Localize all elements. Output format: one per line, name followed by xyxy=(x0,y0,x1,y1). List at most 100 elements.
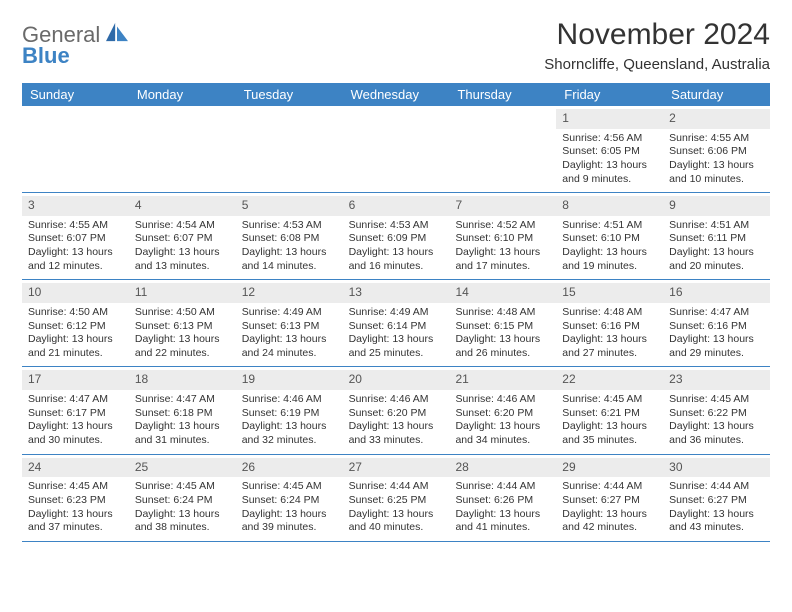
day-number: 16 xyxy=(663,283,770,303)
daylight-text: Daylight: 13 hours xyxy=(562,246,657,260)
day-cell: 10Sunrise: 4:50 AMSunset: 6:12 PMDayligh… xyxy=(22,280,129,366)
day-cell: 16Sunrise: 4:47 AMSunset: 6:16 PMDayligh… xyxy=(663,280,770,366)
sunset-text: Sunset: 6:14 PM xyxy=(349,320,444,334)
daylight-text: and 9 minutes. xyxy=(562,173,657,187)
location: Shorncliffe, Queensland, Australia xyxy=(544,56,770,73)
day-number: 9 xyxy=(663,196,770,216)
daylight-text: Daylight: 13 hours xyxy=(669,333,764,347)
daylight-text: Daylight: 13 hours xyxy=(669,508,764,522)
day-cell: 27Sunrise: 4:44 AMSunset: 6:25 PMDayligh… xyxy=(343,455,450,541)
sunrise-text: Sunrise: 4:48 AM xyxy=(455,306,550,320)
daylight-text: Daylight: 13 hours xyxy=(349,420,444,434)
day-cell xyxy=(236,106,343,192)
daylight-text: Daylight: 13 hours xyxy=(562,333,657,347)
daylight-text: Daylight: 13 hours xyxy=(455,333,550,347)
daylight-text: Daylight: 13 hours xyxy=(562,159,657,173)
day-number: 28 xyxy=(449,458,556,478)
daylight-text: and 25 minutes. xyxy=(349,347,444,361)
sunset-text: Sunset: 6:18 PM xyxy=(135,407,230,421)
day-cell: 25Sunrise: 4:45 AMSunset: 6:24 PMDayligh… xyxy=(129,455,236,541)
day-header: Saturday xyxy=(663,83,770,106)
daylight-text: and 12 minutes. xyxy=(28,260,123,274)
day-number: 8 xyxy=(556,196,663,216)
sunset-text: Sunset: 6:13 PM xyxy=(135,320,230,334)
sunset-text: Sunset: 6:06 PM xyxy=(669,145,764,159)
daylight-text: Daylight: 13 hours xyxy=(669,159,764,173)
day-number: 3 xyxy=(22,196,129,216)
day-cell: 26Sunrise: 4:45 AMSunset: 6:24 PMDayligh… xyxy=(236,455,343,541)
daylight-text: and 29 minutes. xyxy=(669,347,764,361)
week-row: 3Sunrise: 4:55 AMSunset: 6:07 PMDaylight… xyxy=(22,193,770,280)
daylight-text: Daylight: 13 hours xyxy=(349,508,444,522)
day-cell: 18Sunrise: 4:47 AMSunset: 6:18 PMDayligh… xyxy=(129,367,236,453)
sunset-text: Sunset: 6:12 PM xyxy=(28,320,123,334)
sunrise-text: Sunrise: 4:50 AM xyxy=(28,306,123,320)
daylight-text: and 32 minutes. xyxy=(242,434,337,448)
logo: General Blue xyxy=(22,18,128,67)
sunset-text: Sunset: 6:17 PM xyxy=(28,407,123,421)
daylight-text: Daylight: 13 hours xyxy=(349,333,444,347)
daylight-text: Daylight: 13 hours xyxy=(455,246,550,260)
sunset-text: Sunset: 6:20 PM xyxy=(349,407,444,421)
sunset-text: Sunset: 6:10 PM xyxy=(562,232,657,246)
day-cell xyxy=(22,106,129,192)
day-cell xyxy=(129,106,236,192)
daylight-text: and 34 minutes. xyxy=(455,434,550,448)
sunrise-text: Sunrise: 4:51 AM xyxy=(562,219,657,233)
daylight-text: and 10 minutes. xyxy=(669,173,764,187)
daylight-text: and 38 minutes. xyxy=(135,521,230,535)
day-number: 23 xyxy=(663,370,770,390)
sunrise-text: Sunrise: 4:49 AM xyxy=(242,306,337,320)
sunset-text: Sunset: 6:24 PM xyxy=(242,494,337,508)
daylight-text: and 24 minutes. xyxy=(242,347,337,361)
day-number: 21 xyxy=(449,370,556,390)
day-number: 5 xyxy=(236,196,343,216)
day-cell: 8 Sunrise: 4:51 AMSunset: 6:10 PMDaylight… xyxy=(556,193,663,279)
sunrise-text: Sunrise: 4:53 AM xyxy=(349,219,444,233)
daylight-text: and 31 minutes. xyxy=(135,434,230,448)
day-cell: 2Sunrise: 4:55 AMSunset: 6:06 PMDaylight… xyxy=(663,106,770,192)
sunrise-text: Sunrise: 4:47 AM xyxy=(28,393,123,407)
daylight-text: and 30 minutes. xyxy=(28,434,123,448)
week-row: 10 Sunrise: 4:50 AMSunset: 6:12 PM Dayligh… xyxy=(22,280,770,367)
sunrise-text: Sunrise: 4:51 AM xyxy=(669,219,764,233)
daylight-text: and 21 minutes. xyxy=(28,347,123,361)
title-block: November 2024 Shorncliffe, Queensland, A… xyxy=(544,18,770,73)
sunset-text: Sunset: 6:05 PM xyxy=(562,145,657,159)
sunset-text: Sunset: 6:27 PM xyxy=(562,494,657,508)
day-cell: 1Sunrise: 4:56 AMSunset: 6:05 PMDaylight… xyxy=(556,106,663,192)
sunrise-text: Sunrise: 4:47 AM xyxy=(669,306,764,320)
day-cell: 21Sunrise: 4:46 AMSunset: 6:20 PMDayligh… xyxy=(449,367,556,453)
day-cell: 12Sunrise: 4:49 AMSunset: 6:13 PMDayligh… xyxy=(236,280,343,366)
daylight-text: and 36 minutes. xyxy=(669,434,764,448)
daylight-text: and 33 minutes. xyxy=(349,434,444,448)
sunrise-text: Sunrise: 4:45 AM xyxy=(135,480,230,494)
daylight-text: and 37 minutes. xyxy=(28,521,123,535)
day-number: 4 xyxy=(129,196,236,216)
day-cell: 4Sunrise: 4:54 AMSunset: 6:07 PMDaylight… xyxy=(129,193,236,279)
day-number: 22 xyxy=(556,370,663,390)
daylight-text: Daylight: 13 hours xyxy=(135,333,230,347)
day-cell: 19Sunrise: 4:46 AMSunset: 6:19 PMDayligh… xyxy=(236,367,343,453)
sunset-text: Sunset: 6:19 PM xyxy=(242,407,337,421)
day-number: 1 xyxy=(556,109,663,129)
sunset-text: Sunset: 6:23 PM xyxy=(28,494,123,508)
daylight-text: and 39 minutes. xyxy=(242,521,337,535)
day-number: 10 xyxy=(22,283,129,303)
sunset-text: Sunset: 6:24 PM xyxy=(135,494,230,508)
sunrise-text: Sunrise: 4:44 AM xyxy=(349,480,444,494)
daylight-text: Daylight: 13 hours xyxy=(28,508,123,522)
day-number: 2 xyxy=(663,109,770,129)
day-cell: 14Sunrise: 4:48 AMSunset: 6:15 PMDayligh… xyxy=(449,280,556,366)
day-number: 14 xyxy=(449,283,556,303)
sunset-text: Sunset: 6:21 PM xyxy=(562,407,657,421)
daylight-text: Daylight: 13 hours xyxy=(349,246,444,260)
sunrise-text: Sunrise: 4:45 AM xyxy=(242,480,337,494)
sunset-text: Sunset: 6:07 PM xyxy=(28,232,123,246)
day-number: 26 xyxy=(236,458,343,478)
day-cell: 11Sunrise: 4:50 AMSunset: 6:13 PMDayligh… xyxy=(129,280,236,366)
day-header: Sunday xyxy=(22,83,129,106)
day-header: Thursday xyxy=(449,83,556,106)
daylight-text: and 17 minutes. xyxy=(455,260,550,274)
day-number: 18 xyxy=(129,370,236,390)
